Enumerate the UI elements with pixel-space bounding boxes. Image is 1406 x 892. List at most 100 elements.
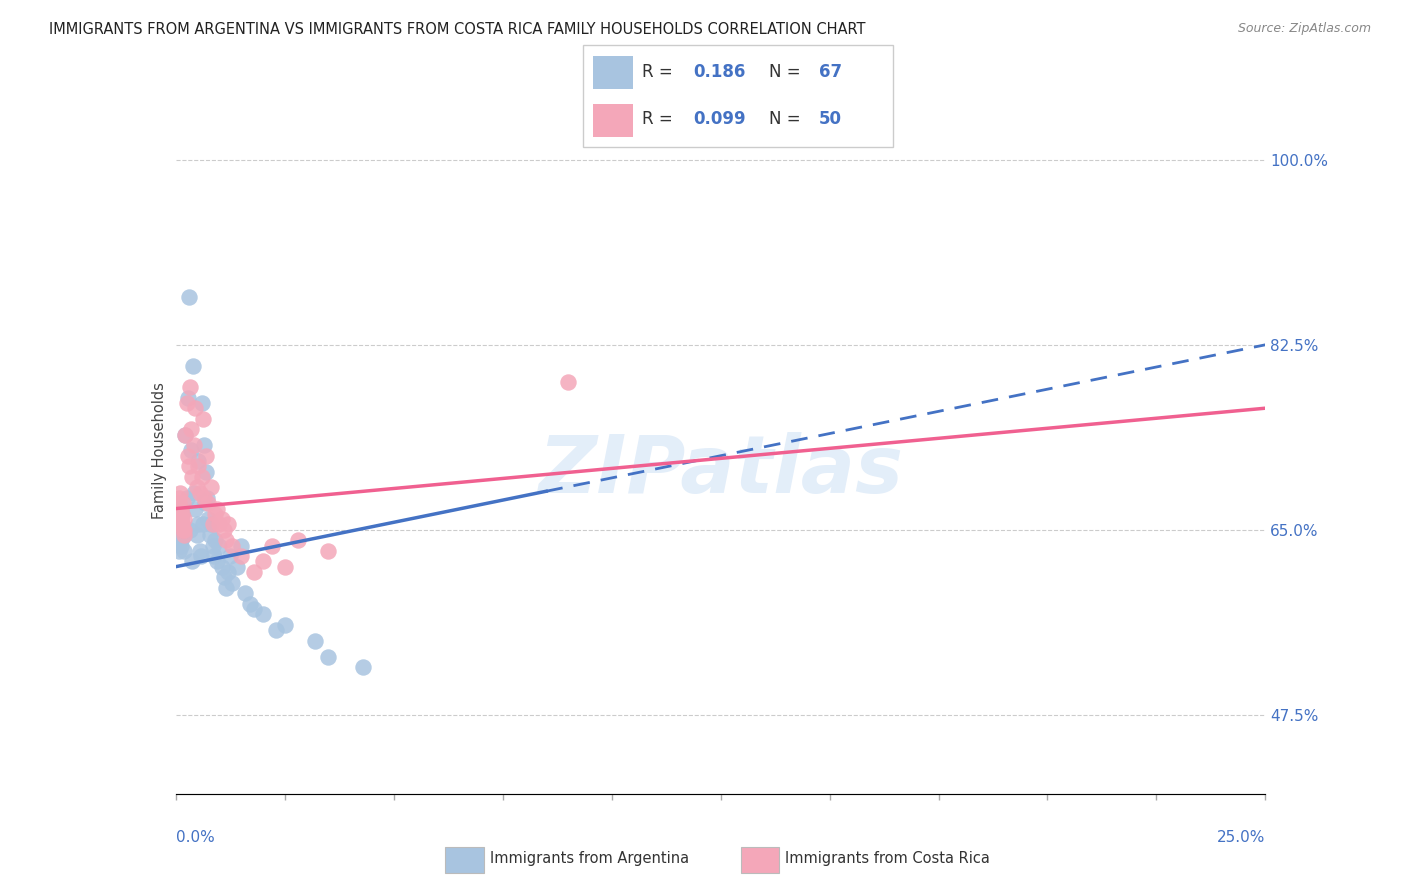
Point (167, 491, 190, 505)
Point (235, 586, 257, 600)
Point (167, 507, 190, 521)
Point (181, 470, 204, 484)
Point (169, 528, 191, 542)
Point (239, 597, 262, 611)
Point (170, 517, 193, 532)
Point (274, 617, 297, 632)
Point (193, 438, 215, 452)
Point (177, 449, 200, 463)
Bar (593, 104, 633, 137)
Point (217, 517, 239, 532)
Point (180, 554, 202, 568)
Bar (446, 847, 484, 872)
Point (231, 539, 253, 553)
Point (173, 512, 195, 526)
Text: IMMIGRANTS FROM ARGENTINA VS IMMIGRANTS FROM COSTA RICA FAMILY HOUSEHOLDS CORREL: IMMIGRANTS FROM ARGENTINA VS IMMIGRANTS … (49, 22, 866, 37)
Point (202, 549, 225, 563)
Point (170, 512, 193, 526)
Point (252, 554, 274, 568)
Point (173, 523, 195, 537)
Point (186, 528, 208, 542)
Point (176, 491, 198, 505)
Point (169, 517, 191, 532)
Text: 0.099: 0.099 (693, 111, 747, 128)
Point (304, 633, 326, 648)
Point (179, 380, 201, 394)
Point (183, 438, 205, 452)
Point (219, 549, 242, 563)
Point (200, 517, 222, 532)
Point (184, 501, 207, 516)
Point (167, 544, 190, 558)
Point (200, 480, 222, 494)
Point (170, 512, 193, 526)
Text: Immigrants from Costa Rica: Immigrants from Costa Rica (785, 851, 990, 866)
Point (217, 565, 239, 579)
Point (170, 523, 193, 537)
Point (169, 523, 191, 537)
Point (195, 491, 218, 505)
Point (201, 539, 224, 553)
Point (205, 554, 228, 568)
Point (170, 539, 193, 553)
Point (170, 517, 193, 532)
Point (264, 623, 287, 637)
Point (186, 517, 209, 532)
Point (174, 427, 197, 442)
Bar (593, 56, 633, 88)
Point (173, 528, 195, 542)
Point (204, 533, 226, 548)
Point (318, 649, 340, 664)
Point (172, 528, 194, 542)
Point (193, 517, 215, 532)
Point (169, 485, 191, 500)
Point (174, 427, 197, 442)
Text: R =: R = (643, 63, 678, 81)
Point (172, 507, 194, 521)
Point (191, 470, 214, 484)
Point (187, 454, 209, 468)
Point (172, 496, 194, 510)
Y-axis label: Family Households: Family Households (152, 382, 167, 519)
Point (205, 501, 228, 516)
Text: 50: 50 (818, 111, 842, 128)
Point (243, 602, 266, 616)
Point (195, 465, 218, 479)
Point (172, 523, 194, 537)
Text: R =: R = (643, 111, 678, 128)
Text: 67: 67 (818, 63, 842, 81)
Point (177, 391, 200, 405)
Point (180, 443, 202, 458)
Point (208, 539, 231, 553)
Point (260, 539, 283, 553)
Point (173, 528, 195, 542)
Point (191, 411, 214, 425)
Point (181, 359, 204, 373)
Point (193, 491, 215, 505)
Point (167, 523, 190, 537)
Point (211, 559, 233, 574)
Point (188, 544, 211, 558)
Text: 0.0%: 0.0% (176, 830, 215, 845)
Point (231, 549, 253, 563)
Text: 0.186: 0.186 (693, 63, 745, 81)
Point (167, 496, 190, 510)
Point (212, 570, 235, 584)
Point (167, 517, 190, 532)
Text: 25.0%: 25.0% (1218, 830, 1265, 845)
Point (177, 459, 200, 474)
Point (190, 549, 212, 563)
Point (172, 523, 194, 537)
Point (204, 507, 226, 521)
Point (180, 422, 202, 436)
Point (169, 512, 191, 526)
FancyBboxPatch shape (583, 45, 893, 147)
Point (197, 496, 219, 510)
Point (169, 517, 191, 532)
Point (169, 507, 191, 521)
Point (274, 559, 297, 574)
Text: N =: N = (769, 111, 806, 128)
Point (170, 533, 193, 548)
Point (167, 512, 190, 526)
Point (252, 607, 274, 622)
